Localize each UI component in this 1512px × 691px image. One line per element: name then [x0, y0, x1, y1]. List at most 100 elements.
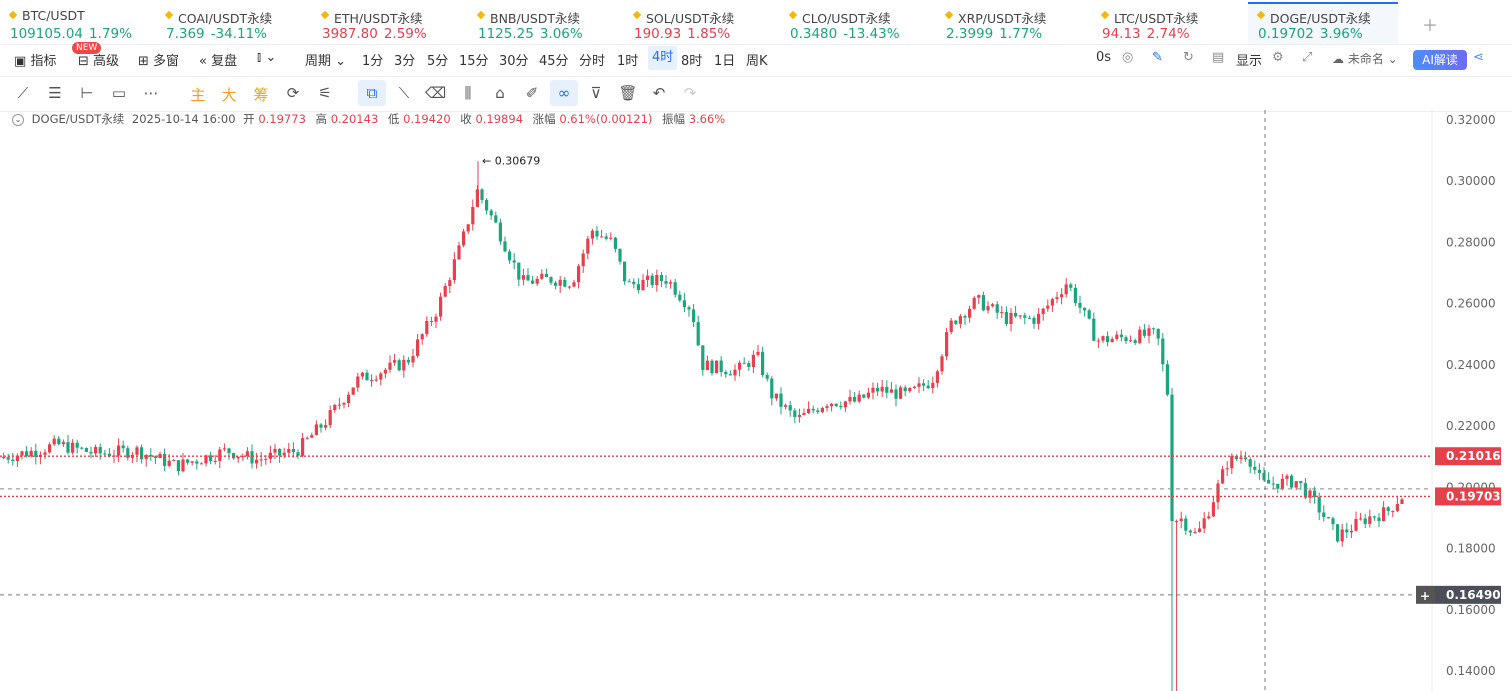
- template-icon[interactable]: ▤: [1212, 50, 1225, 65]
- candle-body: [1382, 507, 1386, 522]
- trend-line-icon[interactable]: ⟋: [17, 84, 29, 102]
- redo-icon[interactable]: ↷: [683, 84, 697, 102]
- coin-icon: [632, 10, 642, 20]
- horizontal-line-icon[interactable]: ⊢: [80, 84, 94, 102]
- indicator-icon: ▣: [14, 54, 27, 69]
- candle-body: [144, 454, 148, 460]
- share-icon[interactable]: ⋖: [1473, 50, 1484, 65]
- rectangle-icon[interactable]: ▭: [111, 84, 127, 102]
- display-button[interactable]: 显示: [1236, 54, 1263, 69]
- period-dropdown[interactable]: 周期 ⌄: [305, 54, 347, 69]
- ticker-name: COAI/USDT永续: [178, 11, 273, 26]
- more-tools-icon[interactable]: ⋯: [143, 84, 159, 102]
- settings-icon[interactable]: ⚙: [1272, 50, 1284, 65]
- link-icon[interactable]: ∞: [550, 80, 578, 106]
- candle-body: [1290, 475, 1294, 488]
- pen-icon[interactable]: ✎: [1152, 50, 1163, 65]
- ticker-tab[interactable]: DOGE/USDT永续 0.19702 3.96%: [1248, 2, 1398, 44]
- replay-button[interactable]: « 复盘: [199, 54, 238, 69]
- main-tool[interactable]: 主: [190, 86, 206, 104]
- copy-icon[interactable]: ⧉: [358, 80, 386, 106]
- trash-icon[interactable]: 🗑: [618, 84, 638, 102]
- ruler-icon[interactable]: ⟍: [398, 84, 410, 102]
- ticker-change: -34.11%: [210, 26, 268, 42]
- candle-body: [1087, 310, 1091, 319]
- candle-body: [1101, 336, 1105, 341]
- ticker-tab[interactable]: ETH/USDT永续 3987.80 2.59%: [312, 4, 462, 44]
- ticker-tab[interactable]: XRP/USDT永续 2.3999 1.77%: [936, 4, 1086, 44]
- fullscreen-icon[interactable]: ⤢: [1302, 50, 1313, 65]
- candle-body: [425, 321, 429, 335]
- chips-tool[interactable]: 筹: [253, 86, 269, 104]
- candle-body: [618, 248, 622, 262]
- candle-body: [1188, 530, 1192, 533]
- candle-body: [1271, 483, 1275, 485]
- candlestick-chart[interactable]: 0.32000 0.30000 0.28000 0.26000 0.24000 0.220…: [0, 110, 1512, 691]
- candle-body: [577, 266, 581, 283]
- candle-body: [935, 371, 939, 383]
- indicators-button[interactable]: ▣ 指标 NEW: [14, 42, 102, 69]
- y-tick-label: 0.16000: [1446, 603, 1496, 617]
- candle-body: [1303, 483, 1307, 498]
- multi-window-button[interactable]: ⊞ 多窗: [138, 54, 180, 69]
- candles-icon[interactable]: ⫼: [464, 84, 472, 102]
- candle-body: [186, 459, 190, 463]
- rotate-icon[interactable]: ↻: [1183, 50, 1194, 65]
- eraser-icon[interactable]: ⌫: [425, 84, 447, 102]
- candle-body: [255, 459, 259, 464]
- candle-body: [489, 210, 493, 216]
- interval-button[interactable]: 3分: [394, 54, 416, 69]
- candle-body: [452, 259, 456, 281]
- lock-icon[interactable]: ⌂: [495, 84, 505, 102]
- interval-button[interactable]: 1时: [617, 54, 639, 69]
- candle-body: [411, 356, 415, 363]
- candle-body: [839, 406, 843, 408]
- candle-body: [264, 458, 268, 460]
- large-tool[interactable]: 大: [221, 86, 237, 104]
- interval-button[interactable]: 8时: [681, 54, 703, 69]
- candle-body: [172, 460, 176, 462]
- interval-button[interactable]: 1日: [714, 54, 736, 69]
- candle-body: [75, 442, 79, 448]
- candle-body: [991, 304, 995, 307]
- candle-body: [793, 410, 797, 417]
- ticker-tab[interactable]: LTC/USDT永续 94.13 2.74%: [1092, 4, 1242, 44]
- magnet-icon[interactable]: ⟳: [286, 84, 300, 102]
- undo-icon[interactable]: ↶: [652, 84, 666, 102]
- ticker-tab[interactable]: BTC/USDT 109105.04 1.79%: [0, 4, 150, 44]
- ticker-tab[interactable]: BNB/USDT永续 1125.25 3.06%: [468, 4, 618, 44]
- interval-button[interactable]: 1分: [362, 54, 384, 69]
- advanced-button[interactable]: ⊟ 高级: [78, 54, 120, 69]
- candle-body: [6, 457, 10, 460]
- candle-body: [121, 445, 125, 449]
- camera-icon[interactable]: ◎: [1122, 50, 1134, 65]
- layout-selector[interactable]: ☁ 未命名 ⌄: [1332, 52, 1398, 66]
- ai-interpret-button[interactable]: AI解读: [1413, 50, 1467, 70]
- interval-button[interactable]: 周K: [746, 54, 768, 69]
- candle-body: [1170, 394, 1174, 522]
- collapse-icon[interactable]: ⌄: [12, 113, 24, 126]
- brush-icon[interactable]: ⚟: [318, 84, 332, 102]
- candle-body: [218, 449, 222, 461]
- ticker-tab[interactable]: SOL/USDT永续 190.93 1.85%: [624, 4, 774, 44]
- candle-body: [715, 360, 719, 374]
- candle-body: [926, 385, 930, 389]
- interval-button[interactable]: 分时: [579, 54, 606, 69]
- chart-type-button[interactable]: ⫾ ⌄: [257, 50, 276, 65]
- add-tab-icon[interactable]: ＋: [1422, 16, 1439, 35]
- parallel-lines-icon[interactable]: ☰: [48, 84, 62, 102]
- ticker-tab[interactable]: CLO/USDT永续 0.3480 -13.43%: [780, 4, 930, 44]
- interval-button[interactable]: 5分: [427, 54, 449, 69]
- interval-button[interactable]: 30分: [499, 54, 529, 69]
- chevron-down-icon: ⌄: [265, 50, 277, 65]
- candle-body: [1248, 459, 1252, 467]
- filter-icon[interactable]: ⊽: [590, 84, 602, 102]
- candle-body: [705, 360, 709, 371]
- ticker-tab[interactable]: COAI/USDT永续 7.369 -34.11%: [156, 4, 306, 44]
- edit-doc-icon[interactable]: ✐: [525, 84, 539, 102]
- candle-body: [227, 448, 231, 454]
- candle-body: [544, 273, 548, 278]
- interval-button[interactable]: 45分: [539, 54, 569, 69]
- interval-button[interactable]: 4时: [648, 46, 678, 70]
- interval-button[interactable]: 15分: [459, 54, 489, 69]
